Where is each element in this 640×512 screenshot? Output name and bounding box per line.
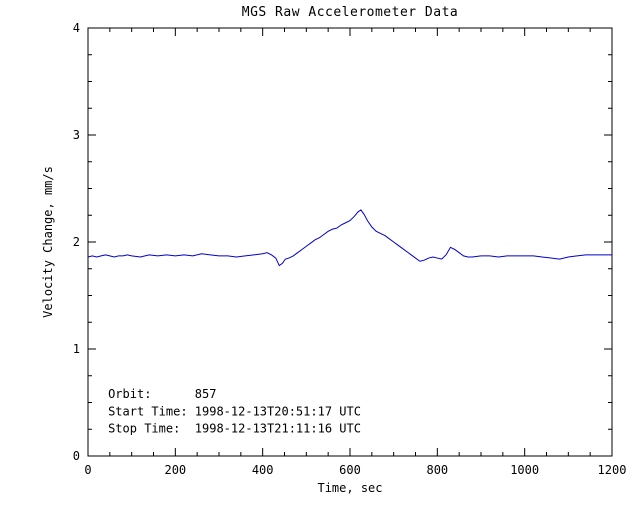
x-tick-label: 200 <box>164 463 186 477</box>
y-tick-label: 3 <box>73 128 80 142</box>
x-tick-label: 600 <box>339 463 361 477</box>
annotation-text: Orbit: 857 <box>108 387 216 401</box>
y-tick-labels: 0 1 2 3 4 <box>73 21 80 463</box>
x-tick-label: 400 <box>252 463 274 477</box>
annotation-block: Orbit: 857 Start Time: 1998-12-13T20:51:1… <box>108 387 361 435</box>
x-tick-label: 800 <box>426 463 448 477</box>
y-tick-label: 2 <box>73 235 80 249</box>
y-tick-label: 1 <box>73 342 80 356</box>
chart-title: MGS Raw Accelerometer Data <box>242 5 459 20</box>
annotation-text: Stop Time: 1998-12-13T21:11:16 UTC <box>108 421 361 435</box>
x-tick-labels: 0 200 400 600 800 1000 1200 <box>84 463 626 477</box>
y-tick-label: 4 <box>73 21 80 35</box>
data-series-line <box>87 209 612 267</box>
y-axis-label: Velocity Change, mm/s <box>41 166 55 318</box>
x-tick-label: 0 <box>84 463 91 477</box>
x-axis-label: Time, sec <box>317 481 382 495</box>
annotation-text: Start Time: 1998-12-13T20:51:17 UTC <box>108 404 361 418</box>
x-tick-label: 1000 <box>510 463 539 477</box>
y-tick-label: 0 <box>73 449 80 463</box>
x-tick-label: 1200 <box>598 463 627 477</box>
plot-axes <box>87 27 613 457</box>
